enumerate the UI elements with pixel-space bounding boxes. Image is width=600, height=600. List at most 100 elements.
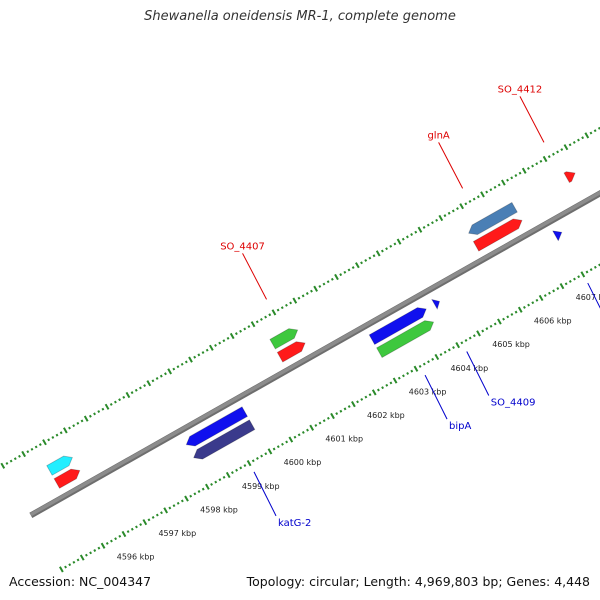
inner-tick-minor — [364, 395, 368, 399]
inner-tick-minor — [489, 324, 493, 328]
outer-tick-major — [63, 427, 68, 434]
position-label: 4606 kbp — [534, 317, 572, 326]
inner-tick-minor — [118, 534, 122, 538]
inner-tick-minor — [531, 301, 535, 305]
inner-tick-minor — [447, 348, 451, 352]
inner-tick-minor — [502, 317, 505, 321]
outer-tick-minor — [426, 223, 430, 227]
outer-tick-minor — [364, 259, 368, 262]
gene-feature[interactable] — [46, 455, 73, 476]
outer-tick-minor — [59, 431, 63, 435]
gene-feature[interactable] — [468, 201, 518, 235]
inner-tick-minor — [431, 357, 435, 361]
outer-tick-major — [334, 273, 339, 281]
outer-tick-major — [438, 214, 444, 222]
inner-tick-minor — [260, 454, 264, 458]
inner-tick-minor — [589, 268, 593, 272]
gene-label[interactable]: SO_4407 — [220, 241, 265, 252]
inner-tick-minor — [147, 518, 151, 522]
inner-tick-major — [121, 530, 127, 538]
outer-tick-minor — [243, 327, 247, 331]
gene-feature[interactable] — [368, 307, 427, 345]
inner-tick-minor — [397, 376, 401, 380]
outer-tick-minor — [72, 424, 76, 428]
inner-tick-minor — [151, 516, 155, 519]
gene-label[interactable]: bipA — [449, 421, 471, 432]
inner-tick-minor — [552, 289, 556, 293]
outer-tick-minor — [539, 159, 543, 163]
outer-tick-minor — [593, 129, 597, 133]
inner-tick-major — [142, 519, 148, 526]
outer-tick-minor — [514, 174, 518, 177]
inner-tick-minor — [322, 419, 326, 423]
outer-tick-minor — [326, 280, 330, 284]
inner-tick-minor — [76, 558, 80, 562]
gene-feature[interactable] — [552, 230, 563, 242]
outer-tick-minor — [226, 336, 230, 340]
inner-tick-minor — [510, 313, 514, 316]
gene-feature[interactable] — [276, 341, 306, 363]
outer-tick-minor — [385, 247, 388, 251]
gene-label[interactable]: katG-2 — [278, 518, 311, 529]
gene-labels: SO_4407glnASO_4412katG-2bipASO_4409SO_44… — [220, 84, 600, 529]
gene-feature[interactable] — [563, 171, 576, 184]
outer-tick-minor — [301, 294, 305, 298]
outer-tick-minor — [197, 353, 201, 357]
outer-tick-minor — [410, 233, 414, 236]
outer-tick-minor — [172, 367, 176, 371]
gene-feature[interactable] — [472, 218, 523, 252]
inner-tick-minor — [368, 393, 372, 397]
outer-tick-major — [104, 403, 110, 410]
outer-tick-minor — [443, 214, 447, 218]
inner-tick-minor — [564, 282, 568, 286]
outer-tick-minor — [34, 445, 38, 449]
inner-tick-minor — [93, 549, 97, 552]
inner-tick-minor — [339, 409, 343, 413]
outer-tick-minor — [401, 237, 405, 241]
outer-tick-minor — [318, 284, 322, 288]
outer-tick-major — [584, 132, 590, 139]
inner-tick-major — [517, 306, 523, 313]
outer-tick-minor — [180, 362, 184, 366]
outer-tick-minor — [255, 320, 259, 324]
outer-tick-minor — [222, 339, 226, 343]
outer-tick-minor — [447, 211, 451, 215]
gene-label[interactable]: SO_4409 — [491, 397, 536, 408]
outer-tick-minor — [531, 164, 534, 168]
gene-label[interactable]: glnA — [427, 130, 449, 141]
gene-feature[interactable] — [193, 419, 256, 460]
gene-feature[interactable] — [376, 320, 435, 359]
inner-tick-minor — [314, 423, 318, 427]
outer-tick-minor — [393, 242, 397, 246]
inner-tick-minor — [230, 471, 234, 475]
inner-tick-major — [455, 342, 461, 349]
inner-tick-minor — [360, 397, 364, 401]
inner-tick-major — [59, 566, 64, 573]
position-label: 4601 kbp — [325, 435, 363, 444]
inner-tick-minor — [439, 353, 443, 357]
inner-tick-minor — [527, 303, 531, 307]
outer-tick-major — [313, 285, 318, 292]
inner-tick-minor — [493, 322, 497, 326]
outer-tick-minor — [406, 235, 409, 239]
outer-tick-minor — [464, 202, 468, 206]
outer-tick-major — [42, 439, 47, 446]
outer-tick-major — [125, 391, 131, 399]
gene-feature[interactable] — [185, 406, 248, 447]
gene-label-leader — [253, 471, 277, 517]
outer-tick-major — [271, 309, 277, 316]
inner-tick-minor — [281, 442, 284, 446]
gene-feature[interactable] — [269, 328, 299, 350]
inner-tick-minor — [218, 478, 222, 482]
outer-tick-major — [480, 191, 485, 198]
inner-tick-minor — [114, 537, 118, 541]
inner-tick-major — [267, 448, 273, 455]
gene-feature[interactable] — [431, 298, 441, 311]
inner-tick-major — [330, 412, 335, 420]
gene-label-leader — [242, 253, 267, 300]
gene-feature[interactable] — [53, 468, 81, 489]
outer-tick-minor — [88, 414, 92, 418]
inner-tick-minor — [301, 431, 305, 434]
gene-label[interactable]: SO_4412 — [498, 84, 543, 95]
